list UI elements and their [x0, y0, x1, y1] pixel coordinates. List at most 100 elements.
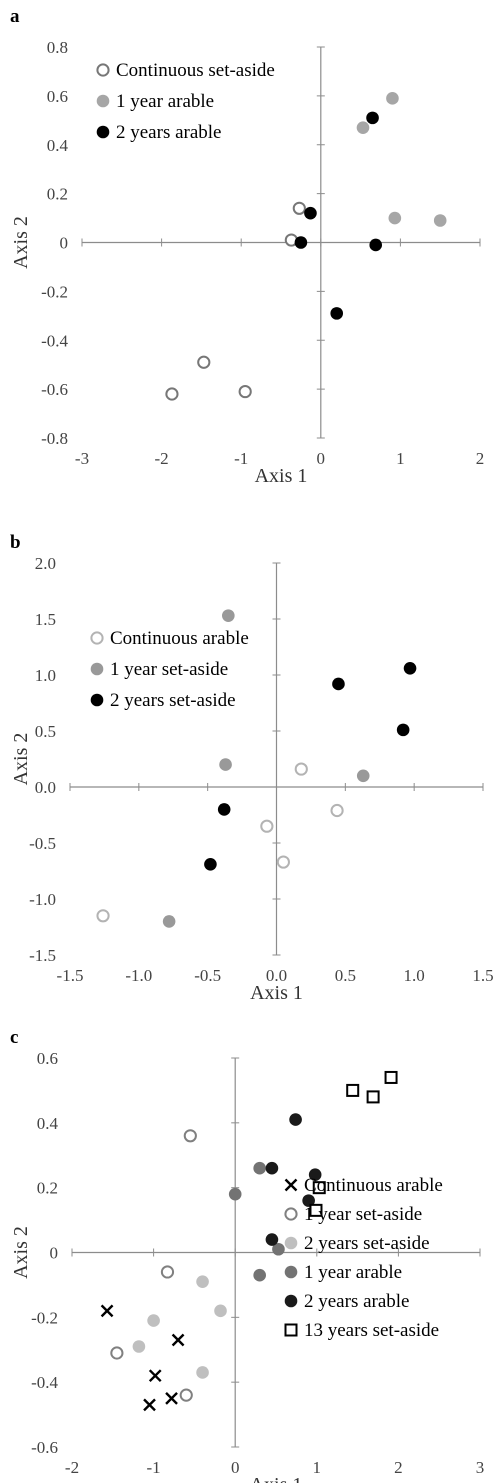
x-axis-title: Axis 1: [250, 982, 303, 1004]
legend-label: 2 years set-aside: [110, 690, 236, 711]
y-tick-label: 0: [60, 234, 69, 253]
y-tick-label: 0.2: [47, 185, 68, 204]
legend-marker: [90, 631, 104, 645]
y-tick-label: -0.6: [31, 1438, 58, 1457]
data-point: [312, 1181, 326, 1195]
panel-letter-c: c: [10, 1027, 18, 1048]
data-point: [162, 915, 176, 928]
legend-marker: [284, 1236, 298, 1250]
legend: Continuous set-aside 1 year arable 2 years…: [96, 60, 275, 143]
legend-label: 2 years arable: [304, 1291, 410, 1312]
data-point: [214, 1304, 227, 1318]
plots: -3 -2 -1 0 1 2 -0.8 -0.6 -0.4 -0.2 0 0.2 0.4 0.6 0.8 Ax…: [10, 38, 494, 1483]
data-point: [309, 1203, 323, 1217]
x-tick-label: -1.0: [125, 966, 152, 985]
legend-label: 1 year arable: [116, 91, 214, 112]
data-point: [304, 206, 317, 220]
y-tick-label: 0: [50, 1244, 59, 1263]
x-tick-label: 1.5: [472, 966, 493, 985]
x-tick-label: 2: [394, 1458, 403, 1477]
data-point: [330, 307, 344, 320]
series-0: [96, 762, 344, 923]
y-tick-label: 0.8: [47, 38, 68, 57]
series-3: [228, 1161, 285, 1282]
legend-label: 1 year arable: [304, 1262, 402, 1283]
legend-marker: [284, 1294, 298, 1308]
data-point: [265, 1161, 279, 1175]
legend-marker: [90, 662, 104, 676]
y-tick-label: 0.2: [37, 1179, 58, 1198]
y-tick-label: -1.0: [29, 890, 56, 909]
data-point: [179, 1388, 193, 1402]
data-point: [294, 236, 308, 249]
x-tick-label: -0.5: [194, 966, 221, 985]
legend-label: 2 years arable: [116, 122, 222, 143]
data-point: [196, 1275, 209, 1288]
x-tick-label: 1.0: [404, 966, 425, 985]
y-tick-label: 0.6: [37, 1049, 58, 1068]
chart-panel-b: -1.5 -1.0 -0.5 0.0 0.5 1.0 1.5 -1.5 -1.0 -0.5 0.0 0…: [10, 554, 494, 1004]
y-tick-label: 0.0: [35, 778, 56, 797]
y-tick-label: 0.4: [47, 136, 69, 155]
legend-marker: [96, 94, 110, 108]
legend-marker: [284, 1323, 298, 1337]
data-point: [369, 238, 383, 252]
x-tick-label: -2: [155, 449, 169, 468]
y-tick-label: 2.0: [35, 554, 56, 573]
data-point: [384, 1070, 398, 1084]
data-point: [294, 762, 308, 776]
data-point: [96, 909, 110, 923]
data-point: [183, 1129, 197, 1143]
legend-marker: [284, 1207, 298, 1221]
x-tick-label: 0: [317, 449, 326, 468]
data-point: [147, 1314, 160, 1327]
data-point: [197, 355, 211, 369]
data-point: [228, 1187, 242, 1201]
data-point: [346, 1083, 360, 1097]
series-2: [204, 661, 417, 871]
series-0: [165, 201, 306, 401]
data-point: [356, 769, 370, 783]
y-tick-label: -0.6: [41, 380, 68, 399]
series-1: [110, 1129, 197, 1402]
x-tick-label: 1: [396, 449, 405, 468]
legend: Continuous arable 1 year set-aside 2 years…: [90, 628, 249, 711]
data-point: [238, 384, 252, 399]
legend-marker: [96, 63, 110, 77]
data-point: [148, 1369, 162, 1383]
data-point: [219, 758, 232, 771]
data-point: [204, 857, 217, 871]
data-point: [366, 111, 379, 125]
data-point: [253, 1268, 266, 1282]
y-tick-label: -0.5: [29, 834, 56, 853]
legend-marker: [284, 1265, 298, 1279]
y-tick-label: 1.0: [35, 666, 56, 685]
legend-label: 1 year set-aside: [304, 1204, 422, 1225]
data-point: [433, 214, 447, 227]
x-tick-label: 0: [231, 1458, 240, 1477]
series-4: [265, 1113, 322, 1246]
legend-label: Continuous arable: [110, 628, 249, 649]
y-tick-label: 0.6: [47, 87, 68, 106]
x-tick-label: 0.0: [266, 966, 287, 985]
x-tick-label: -1: [234, 449, 248, 468]
x-tick-label: -3: [75, 449, 89, 468]
data-point: [265, 1233, 279, 1246]
legend-label: Continuous set-aside: [116, 60, 275, 81]
y-tick-label: -0.8: [41, 429, 68, 448]
legend-marker: [284, 1178, 298, 1192]
series-1: [356, 92, 447, 227]
data-point: [253, 1161, 266, 1175]
series-1: [162, 609, 370, 928]
data-point: [272, 1242, 285, 1256]
y-tick-label: 1.5: [35, 610, 56, 629]
y-axis-title: Axis 2: [10, 1226, 32, 1279]
series-0: [100, 1304, 185, 1412]
y-tick-label: 0.5: [35, 722, 56, 741]
data-point: [100, 1304, 114, 1318]
y-tick-label: -0.4: [31, 1373, 58, 1392]
legend-label: 1 year set-aside: [110, 659, 228, 680]
data-point: [396, 723, 410, 737]
data-point: [289, 1113, 302, 1126]
